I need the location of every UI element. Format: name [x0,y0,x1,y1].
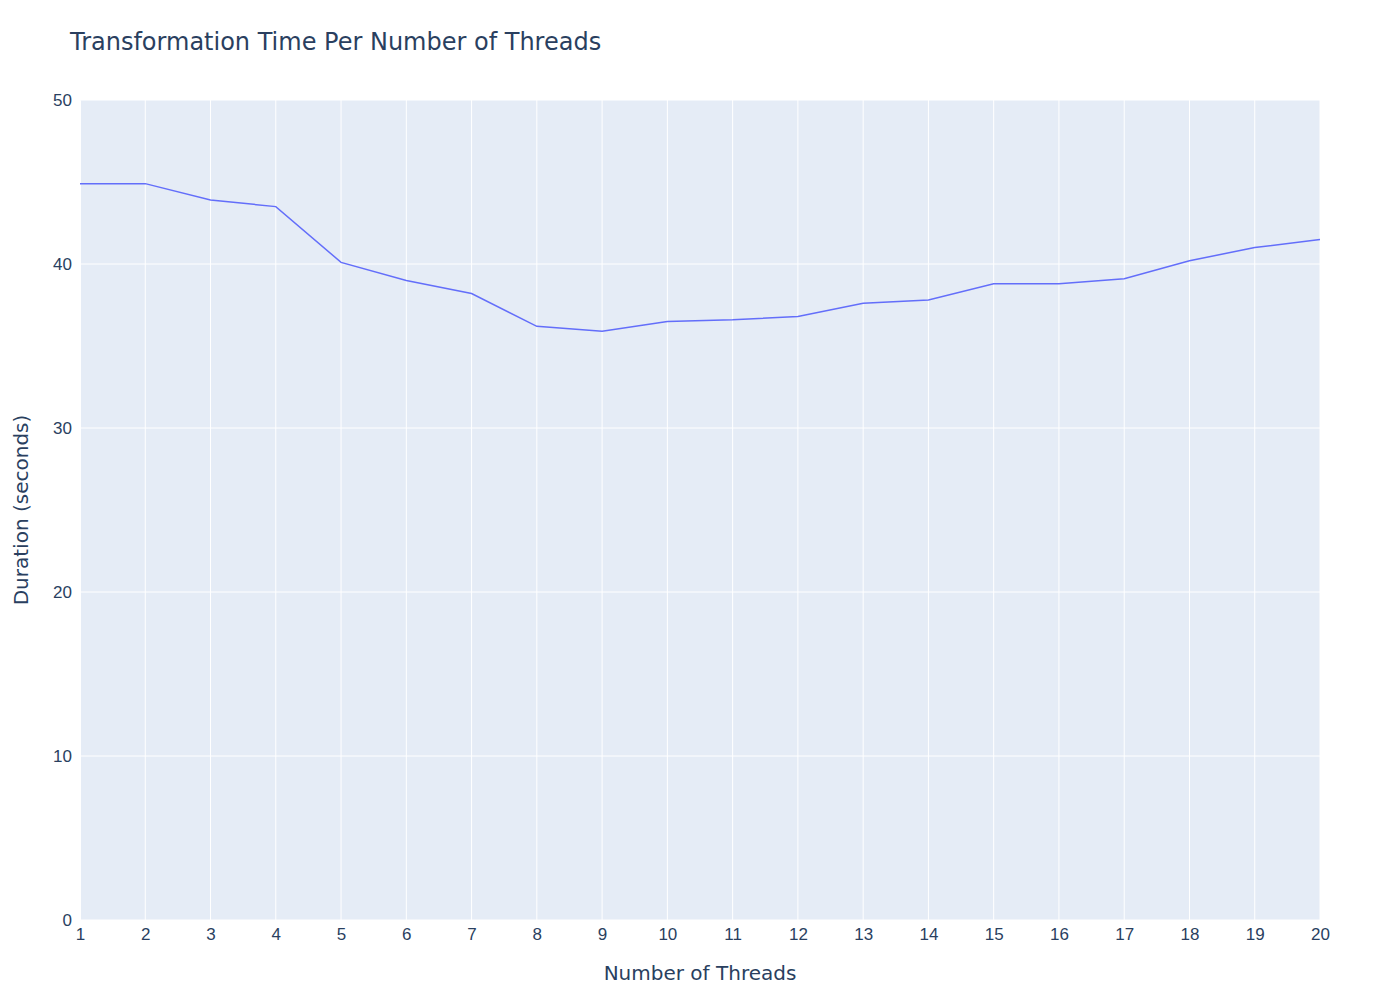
x-tick-label: 20 [1311,925,1330,944]
y-tick: 30 [53,419,80,438]
x-tick: 16 [1050,920,1069,944]
y-tick-label: 50 [53,91,72,110]
x-grid-line [145,100,146,920]
x-tick: 4 [272,920,281,944]
x-tick-label: 14 [919,925,938,944]
y-axis-title: Duration (seconds) [9,415,33,606]
x-tick: 2 [141,920,150,944]
x-tick: 19 [1246,920,1265,944]
x-tick-label: 1 [76,925,85,944]
x-tick: 17 [1115,920,1134,944]
x-tick-label: 19 [1246,925,1265,944]
x-tick: 20 [1311,920,1330,944]
x-tick: 15 [985,920,1004,944]
x-tick-label: 7 [467,925,476,944]
data-line [80,184,1320,332]
x-tick: 10 [658,920,677,944]
x-tick: 3 [206,920,215,944]
x-grid-line [536,100,537,920]
x-tick-label: 12 [789,925,808,944]
x-grid-line [1189,100,1190,920]
y-tick: 50 [53,91,80,110]
x-tick: 14 [919,920,938,944]
x-grid-line [406,100,407,920]
x-axis-line [81,920,1321,921]
x-tick-label: 15 [985,925,1004,944]
x-tick: 8 [533,920,542,944]
x-tick: 7 [467,920,476,944]
x-tick-label: 8 [533,925,542,944]
y-tick: 10 [53,747,80,766]
y-grid-line [80,920,1320,921]
y-tick-label: 40 [53,255,72,274]
x-grid-line [863,100,864,920]
x-grid-line [993,100,994,920]
x-tick: 13 [854,920,873,944]
x-tick: 1 [76,920,85,944]
plot: 1234567891011121314151617181920010203040… [53,91,1330,944]
y-tick-label: 20 [53,583,72,602]
x-grid-line [210,100,211,920]
x-grid-line [732,100,733,920]
x-tick-label: 13 [854,925,873,944]
x-tick: 11 [724,920,742,944]
x-grid-line [341,100,342,920]
x-grid-line [602,100,603,920]
x-grid-line [667,100,668,920]
y-tick: 20 [53,583,80,602]
x-grid-line [797,100,798,920]
y-grid-line [80,428,1320,429]
title: Transformation Time Per Number of Thread… [69,28,601,56]
grid [80,100,1320,920]
x-tick-label: 5 [337,925,346,944]
y-tick: 0 [63,911,80,930]
x-grid-line [1058,100,1059,920]
x-axis: 1234567891011121314151617181920 [76,920,1330,944]
y-tick-label: 0 [63,911,72,930]
y-grid-line [80,756,1320,757]
x-tick: 6 [402,920,411,944]
x-tick-label: 16 [1050,925,1069,944]
x-tick-label: 17 [1115,925,1134,944]
y-tick-label: 30 [53,419,72,438]
x-tick-label: 10 [658,925,677,944]
x-grid-line [1124,100,1125,920]
x-tick-label: 11 [724,925,742,944]
x-tick-label: 9 [598,925,607,944]
y-grid-line [80,264,1320,265]
x-grid-line [1254,100,1255,920]
x-tick-label: 6 [402,925,411,944]
x-grid-line [275,100,276,920]
x-tick-label: 18 [1181,925,1200,944]
y-axis-line [80,101,81,921]
x-grid-line [1320,100,1321,920]
x-tick-label: 4 [272,925,281,944]
x-tick: 5 [337,920,346,944]
chart: 1234567891011121314151617181920010203040… [0,0,1400,1000]
marks [80,184,1320,332]
x-grid-line [80,100,81,920]
y-tick-label: 10 [53,747,72,766]
x-grid-line [928,100,929,920]
x-tick: 12 [789,920,808,944]
plot-background [80,100,1320,920]
y-tick: 40 [53,255,80,274]
x-tick: 18 [1181,920,1200,944]
x-tick-label: 2 [141,925,150,944]
y-grid-line [80,100,1320,101]
y-grid-line [80,592,1320,593]
x-tick-label: 3 [206,925,215,944]
x-axis-title: Number of Threads [604,961,797,985]
x-tick: 9 [598,920,607,944]
x-grid-line [471,100,472,920]
y-axis: 0 10 20 30 40 50 [53,91,80,930]
